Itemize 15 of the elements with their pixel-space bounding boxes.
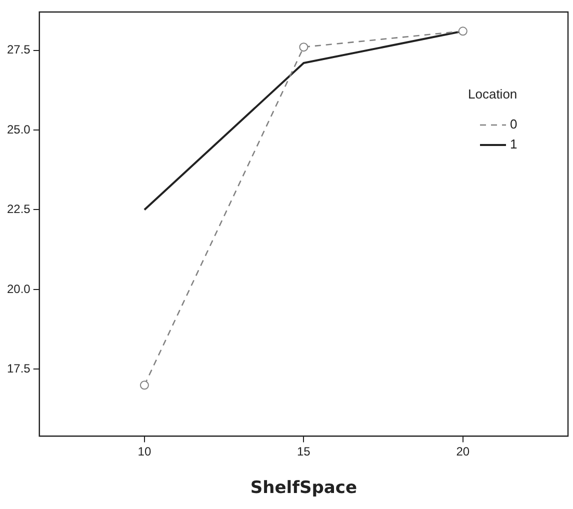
y-tick-label: 22.5 bbox=[6, 202, 31, 216]
point bbox=[140, 380, 149, 390]
legend-label: 0 bbox=[510, 116, 518, 132]
y-tick-label: 20.0 bbox=[6, 282, 31, 296]
x-tick-label: 10 bbox=[138, 444, 152, 459]
y-tick-label: 27.5 bbox=[6, 42, 31, 57]
x-tick-label: 20 bbox=[456, 444, 470, 459]
point bbox=[299, 42, 308, 52]
point bbox=[458, 26, 468, 36]
x-tick-label: 15 bbox=[297, 444, 311, 459]
legend-label: 1 bbox=[510, 136, 518, 152]
y-tick-label: 17.5 bbox=[6, 362, 31, 376]
legend-title: Location bbox=[468, 86, 518, 102]
x-axis-title: ShelfSpace bbox=[250, 478, 357, 498]
y-tick-label: 25.0 bbox=[6, 122, 31, 136]
